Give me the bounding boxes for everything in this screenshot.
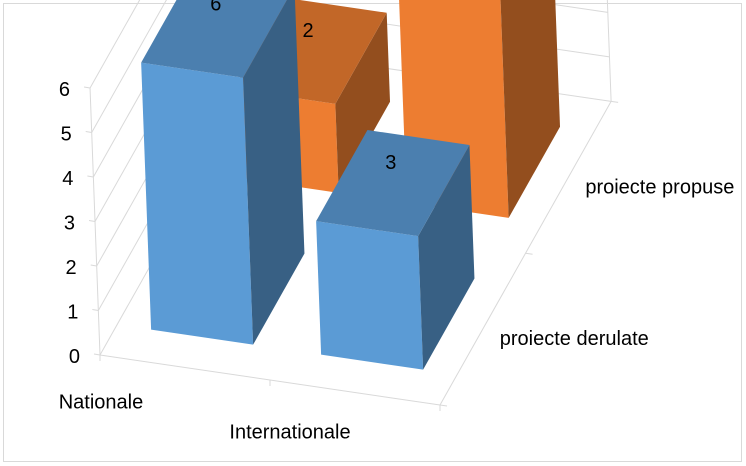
bar-top-face	[316, 130, 470, 237]
bar	[141, 0, 305, 345]
value-axis-tick	[87, 175, 94, 178]
value-axis-tick	[88, 220, 96, 222]
value-axis-tick	[92, 309, 99, 311]
back-wall-edge	[606, 0, 612, 102]
value-axis-tick	[90, 264, 97, 267]
bar-side-face	[335, 12, 391, 193]
value-axis-tick-label: 2	[66, 257, 77, 279]
series-axis-tick	[439, 404, 448, 407]
series-axis-tick	[611, 100, 619, 103]
data-label: 2	[302, 20, 313, 42]
side-wall-gridline	[91, 0, 167, 133]
bar	[316, 130, 475, 370]
bar-side-face	[500, 0, 561, 218]
value-axis-tick-label: 1	[67, 302, 78, 324]
bar-front-face	[316, 221, 424, 370]
value-axis-tick-label: 3	[64, 213, 75, 235]
category-axis-label: Internationale	[229, 422, 350, 444]
bar-side-face	[418, 145, 475, 370]
value-axis-tick	[93, 353, 101, 356]
value-axis-tick	[85, 131, 92, 133]
bar-side-face	[243, 0, 305, 345]
series-axis-label: proiecte derulate	[500, 328, 649, 350]
bar-front-face	[141, 62, 254, 345]
value-axis-tick-label: 0	[69, 346, 80, 368]
side-wall-gridline	[89, 0, 141, 89]
value-axis-tick-label: 5	[61, 124, 72, 146]
data-label: 6	[210, 0, 221, 16]
value-axis-tick-label: 4	[62, 168, 73, 190]
series-axis-label: proiecte propuse	[585, 176, 734, 198]
value-axis-tick-label: 6	[59, 79, 70, 101]
series-axis-tick	[525, 252, 533, 255]
value-axis-tick	[83, 86, 91, 89]
value-axis-line	[89, 87, 101, 356]
bar-top-face	[141, 0, 287, 78]
data-label: 3	[385, 152, 396, 174]
category-axis-label: Nationale	[59, 392, 144, 414]
